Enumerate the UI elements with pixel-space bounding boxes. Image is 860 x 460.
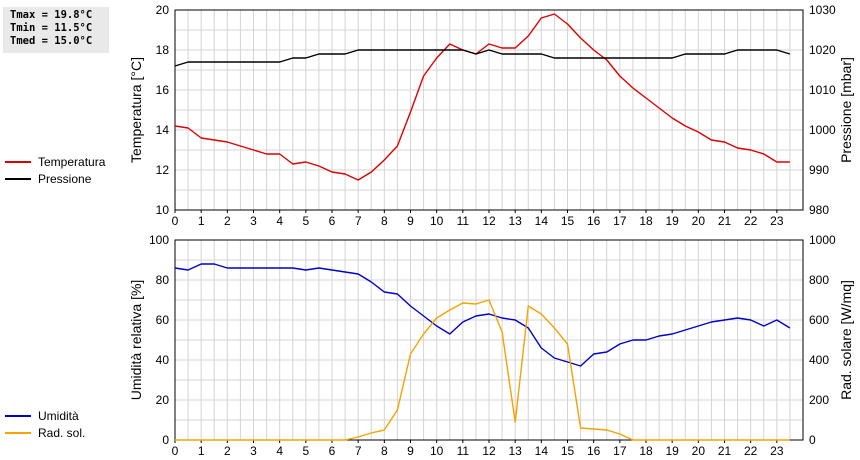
legend-swatch-rad-sol	[5, 432, 31, 434]
x-tick-label: 17	[613, 444, 627, 458]
x-tick-label: 2	[224, 444, 231, 458]
x-tick-label: 18	[639, 214, 653, 228]
y-left-tick-label: 40	[156, 353, 170, 367]
x-tick-label: 7	[355, 444, 362, 458]
x-tick-label: 16	[587, 444, 601, 458]
x-tick-label: 18	[639, 444, 653, 458]
chart-panel-1: 0 1 2 3 4 5 6 7 8 9 10 11 12 13 14 15 16 17 18 19 20 21 22 2302…	[128, 233, 854, 458]
y-right-tick-label: 1030	[809, 3, 836, 17]
y-left-tick-label: 20	[156, 393, 170, 407]
x-tick-label: 9	[407, 214, 414, 228]
x-tick-label: 6	[329, 214, 336, 228]
y-left-axis-title: Temperatura [°C]	[128, 57, 144, 163]
y-right-tick-label: 800	[809, 273, 829, 287]
x-tick-label: 7	[355, 214, 362, 228]
y-left-tick-label: 18	[156, 43, 170, 57]
legend-swatch-temperatura	[5, 161, 31, 163]
y-left-tick-label: 20	[156, 3, 170, 17]
y-right-axis-title: Pressione [mbar]	[838, 57, 854, 163]
x-tick-label: 1	[198, 214, 205, 228]
legend-item-rad-sol: Rad. sol.	[5, 425, 85, 441]
x-tick-label: 11	[457, 444, 470, 458]
x-tick-label: 13	[508, 214, 522, 228]
y-left-tick-label: 12	[156, 163, 170, 177]
legend-item-temperatura: Temperatura	[5, 154, 105, 170]
x-tick-label: 14	[535, 444, 549, 458]
x-tick-label: 12	[482, 214, 496, 228]
legend-label-temperatura: Temperatura	[38, 155, 106, 169]
series-line-temperatura	[174, 13, 790, 181]
legend-label-rad-sol: Rad. sol.	[38, 426, 86, 440]
stats-box: Tmax = 19.8°C Tmin = 11.5°C Tmed = 15.0°…	[3, 7, 109, 53]
legend-swatch-pressione	[5, 178, 31, 180]
legend-swatch-umidita	[5, 415, 31, 417]
x-tick-label: 0	[172, 444, 179, 458]
x-tick-label: 21	[718, 444, 732, 458]
y-right-tick-label: 600	[809, 313, 829, 327]
x-tick-label: 11	[457, 214, 470, 228]
series-line-pressione	[174, 49, 791, 67]
y-right-tick-label: 1000	[809, 233, 836, 247]
x-tick-label: 23	[770, 214, 784, 228]
y-right-tick-label: 1020	[809, 43, 836, 57]
stat-tmed: Tmed = 15.0°C	[10, 35, 93, 47]
y-right-tick-label: 1000	[809, 123, 836, 137]
chart-panel-0: 0 1 2 3 4 5 6 7 8 9 10 11 12 13 14 15 16 17 18 19 20 21 22 2310…	[128, 3, 854, 228]
y-right-tick-label: 990	[809, 163, 829, 177]
series-line-umidita	[174, 263, 791, 367]
x-tick-label: 14	[535, 214, 549, 228]
x-tick-label: 13	[508, 444, 522, 458]
legend-item-pressione: Pressione	[5, 171, 91, 187]
x-tick-label: 10	[430, 444, 444, 458]
x-tick-label: 10	[430, 214, 444, 228]
x-tick-label: 0	[172, 214, 179, 228]
y-right-tick-label: 200	[809, 393, 829, 407]
x-tick-label: 22	[744, 444, 758, 458]
x-tick-label: 21	[718, 214, 732, 228]
x-tick-label: 15	[561, 214, 575, 228]
x-tick-label: 5	[302, 214, 309, 228]
x-tick-label: 2	[224, 214, 231, 228]
y-left-tick-label: 60	[156, 313, 170, 327]
series-line-rad-sol	[175, 299, 790, 441]
y-right-axis-title: Rad. solare [W/mq]	[838, 280, 854, 400]
x-tick-label: 1	[198, 444, 205, 458]
x-tick-label: 4	[276, 214, 283, 228]
x-tick-label: 9	[407, 444, 414, 458]
x-tick-label: 20	[692, 444, 706, 458]
y-left-tick-label: 0	[162, 433, 169, 447]
x-tick-label: 8	[381, 214, 388, 228]
y-right-tick-label: 1010	[809, 83, 836, 97]
legend-item-umidita: Umidità	[5, 408, 79, 424]
stat-tmin: Tmin = 11.5°C	[10, 22, 93, 34]
x-tick-label: 19	[665, 444, 679, 458]
x-tick-label: 6	[329, 444, 336, 458]
x-tick-label: 3	[250, 444, 257, 458]
y-left-tick-label: 80	[156, 273, 170, 287]
y-right-tick-label: 980	[809, 203, 829, 217]
x-tick-label: 16	[587, 214, 601, 228]
x-tick-label: 19	[665, 214, 679, 228]
y-left-tick-label: 16	[156, 83, 170, 97]
x-tick-label: 17	[613, 214, 627, 228]
x-tick-label: 23	[770, 444, 784, 458]
y-left-tick-label: 10	[156, 203, 170, 217]
x-tick-label: 20	[692, 214, 706, 228]
x-tick-label: 12	[482, 444, 496, 458]
legend-label-umidita: Umidità	[38, 409, 79, 423]
x-tick-label: 22	[744, 214, 758, 228]
y-left-tick-label: 14	[156, 123, 170, 137]
x-tick-label: 15	[561, 444, 575, 458]
y-right-tick-label: 0	[809, 433, 816, 447]
y-left-tick-label: 100	[149, 233, 169, 247]
x-tick-label: 5	[302, 444, 309, 458]
y-left-axis-title: Umidità relativa [%]	[128, 280, 144, 401]
legend-label-pressione: Pressione	[38, 172, 92, 186]
y-right-tick-label: 400	[809, 353, 829, 367]
x-tick-label: 4	[276, 444, 283, 458]
stat-tmax: Tmax = 19.8°C	[10, 9, 93, 21]
x-tick-label: 3	[250, 214, 257, 228]
x-tick-label: 8	[381, 444, 388, 458]
